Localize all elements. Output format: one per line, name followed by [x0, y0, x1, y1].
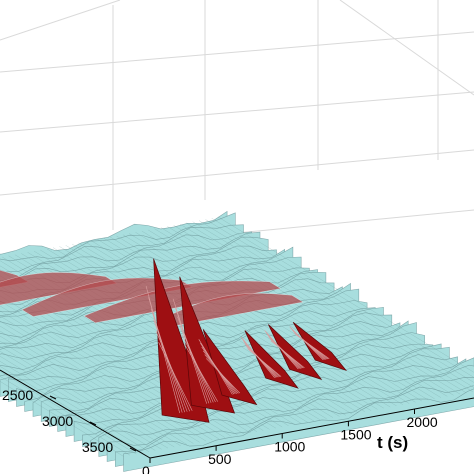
- peak-spike: [270, 340, 305, 369]
- mesh-line: [154, 228, 435, 399]
- mesh-line: [0, 345, 169, 449]
- mesh-line: [0, 350, 162, 450]
- mesh-line: [71, 243, 353, 415]
- mesh-line: [97, 239, 378, 410]
- peak-spike: [158, 342, 193, 411]
- grid-line: [0, 0, 121, 41]
- mesh-line: [217, 216, 474, 373]
- mesh-line: [0, 325, 194, 444]
- mesh-line: [179, 223, 461, 395]
- axes: 0 500 1000 1500 2000 2500 3000 3500: [0, 369, 474, 474]
- peak-spike: [205, 358, 241, 394]
- peak-spike: [150, 308, 185, 413]
- peak-mark: [202, 329, 258, 406]
- mesh-line: [0, 320, 200, 443]
- mesh-line: [116, 235, 397, 407]
- peak-mark: [244, 330, 299, 389]
- mesh-line: [160, 227, 442, 398]
- y-tick-label: 3000: [42, 413, 73, 429]
- x-tick-label: 1500: [340, 426, 371, 442]
- mesh-line: [186, 222, 467, 394]
- peak-spike: [148, 297, 183, 413]
- peak-spike: [247, 348, 282, 377]
- mesh-line: [167, 226, 448, 397]
- mesh-line: [211, 218, 474, 378]
- y-tick-label: 2500: [2, 387, 33, 403]
- peak-spike: [183, 343, 218, 402]
- mesh-line: [122, 234, 404, 405]
- mesh-line: [148, 229, 429, 401]
- mesh-line: [135, 232, 416, 403]
- mesh-line: [141, 230, 423, 402]
- mesh-line: [205, 219, 474, 383]
- grid-line: [339, 0, 474, 96]
- peak-spike: [295, 334, 330, 360]
- peak-mark: [292, 322, 348, 372]
- mesh-line: [78, 242, 359, 414]
- mesh-line: [0, 371, 137, 455]
- y-axis-line: [0, 369, 151, 459]
- x-axis-title: t (s): [377, 433, 408, 452]
- grid-line: [0, 31, 474, 73]
- surface-peaks: [145, 258, 348, 423]
- x-tick-label: 1000: [274, 439, 305, 455]
- mesh-line: [0, 330, 188, 445]
- mesh-line: [0, 315, 207, 442]
- mesh-line: [0, 335, 181, 446]
- grid-lines: [0, 0, 474, 257]
- mesh-line: [103, 238, 384, 409]
- mesh-line: [198, 220, 474, 388]
- mesh-line: [173, 225, 454, 396]
- mesh-line: [0, 376, 131, 456]
- x-tick-label: 2000: [407, 414, 438, 430]
- peak-mark: [268, 324, 323, 380]
- mesh-line: [65, 245, 346, 416]
- grid-line: [0, 149, 474, 196]
- mesh-line: [129, 233, 410, 404]
- mesh-line: [110, 236, 391, 408]
- mesh-line: [192, 221, 473, 392]
- mesh-line: [0, 340, 175, 448]
- y-tick-label: 3500: [82, 439, 113, 455]
- mesh-line: [0, 355, 156, 451]
- grid-line: [0, 91, 474, 133]
- y-tick: [129, 447, 137, 452]
- mesh-line: [0, 381, 124, 457]
- mesh-line: [84, 241, 365, 412]
- y-tick: [89, 421, 97, 426]
- mesh-line: [90, 240, 372, 411]
- y-tick: [49, 395, 57, 400]
- x-axis-line: [149, 397, 474, 459]
- mesh-line: [0, 361, 150, 452]
- x-tick-label: 0: [142, 463, 150, 474]
- x-tick-label: 500: [208, 451, 232, 467]
